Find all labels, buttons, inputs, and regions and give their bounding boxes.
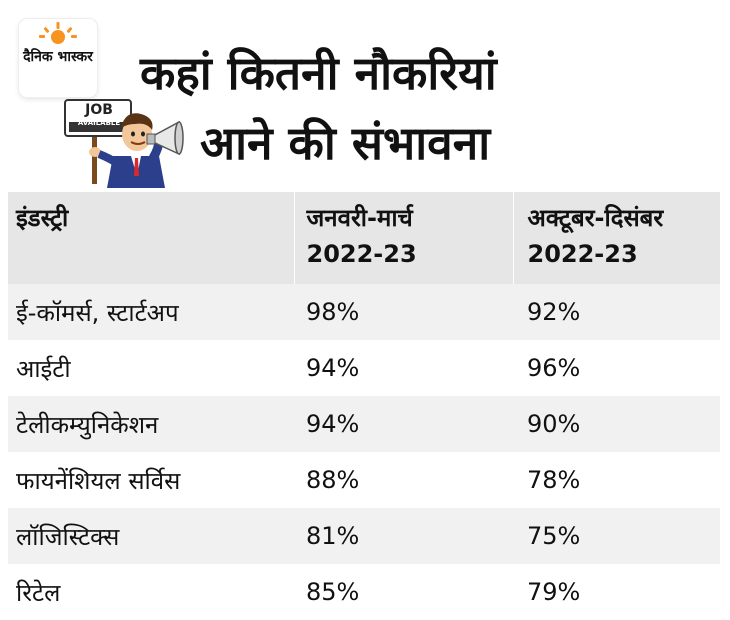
header-industry-label: इंडस्ट्री [16,204,69,232]
cell-industry: लॉजिस्टिक्स [8,508,294,564]
header-industry: इंडस्ट्री [8,192,294,284]
cell-jan-mar: 94% [294,340,513,396]
cell-industry: ई-कॉमर्स, स्टार्टअप [8,284,294,340]
cell-industry: रिटेल [8,564,294,620]
sun-rays-icon [39,22,77,44]
table-row: लॉजिस्टिक्स 81% 75% [8,508,720,564]
cell-industry: फायनेंशियल सर्विस [8,452,294,508]
dainik-bhaskar-logo: दैनिक भास्कर [19,19,97,97]
cell-oct-dec: 75% [513,508,720,564]
header: दैनिक भास्कर कहां कितनी नौकरियां आने की … [0,0,730,192]
header-oct-dec-line1: अक्टूबर-दिसंबर [527,204,664,232]
table-row: फायनेंशियल सर्विस 88% 78% [8,452,720,508]
cell-oct-dec: 92% [513,284,720,340]
sign-title: JOB [85,102,113,118]
cell-jan-mar: 98% [294,284,513,340]
cell-industry: टेलीकम्युनिकेशन [8,396,294,452]
hiring-table: इंडस्ट्री जनवरी-मार्च 2022-23 अक्टूबर-दि… [8,192,720,620]
cell-jan-mar: 85% [294,564,513,620]
table-row: टेलीकम्युनिकेशन 94% 90% [8,396,720,452]
header-oct-dec: अक्टूबर-दिसंबर 2022-23 [512,192,720,284]
cell-jan-mar: 94% [294,396,513,452]
header-jan-mar: जनवरी-मार्च 2022-23 [293,192,513,284]
title-line-1: कहां कितनी नौकरियां [140,46,497,100]
cell-jan-mar: 88% [294,452,513,508]
table-row: रिटेल 85% 79% [8,564,720,620]
cell-industry: आईटी [8,340,294,396]
job-mascot-illustration: JOB AVAILABLE [55,96,185,192]
cell-oct-dec: 90% [513,396,720,452]
title-line-2: आने की संभावना [200,116,491,170]
table-row: आईटी 94% 96% [8,340,720,396]
header-jan-mar-line1: जनवरी-मार्च [306,204,413,232]
cell-oct-dec: 96% [513,340,720,396]
cell-oct-dec: 78% [513,452,720,508]
cell-oct-dec: 79% [513,564,720,620]
megaphone-man-icon [64,99,184,188]
header-oct-dec-line2: 2022-23 [527,240,638,268]
cell-jan-mar: 81% [294,508,513,564]
header-jan-mar-line2: 2022-23 [306,240,417,268]
sign-subtitle: AVAILABLE [77,119,121,127]
table-header-row: इंडस्ट्री जनवरी-मार्च 2022-23 अक्टूबर-दि… [8,192,720,284]
table-row: ई-कॉमर्स, स्टार्टअप 98% 92% [8,284,720,340]
logo-text: दैनिक भास्कर [23,49,93,65]
